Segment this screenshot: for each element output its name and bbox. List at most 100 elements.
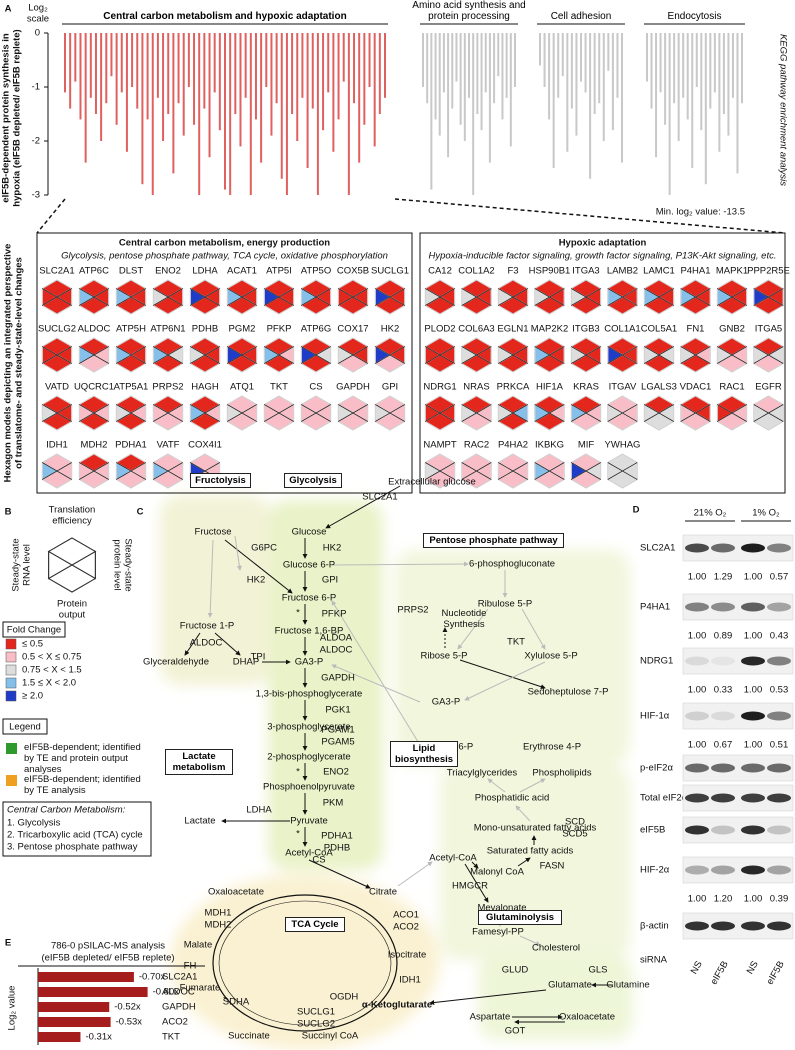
bar (442, 33, 445, 93)
gene-label: ITGB3 (572, 324, 599, 335)
enzyme: MDH1 (205, 908, 232, 919)
enzyme: OGDH (330, 992, 359, 1003)
hexagon-divider (680, 404, 711, 422)
hexagon-divider (571, 288, 601, 306)
lane-label: eIF5B (709, 959, 731, 986)
bar (301, 33, 304, 98)
enzyme: GLS (588, 965, 607, 976)
bar (193, 33, 196, 125)
metabolite: Succinate (228, 1031, 270, 1042)
hexagon-divider (680, 288, 711, 306)
hexagon-divider (534, 404, 565, 422)
bar (120, 33, 123, 93)
value-label: -0.53x (116, 1017, 143, 1028)
enzyme: GOT (505, 1026, 526, 1037)
pathway-arrow (331, 664, 421, 703)
metabolite: Fumarate (180, 983, 221, 994)
scale-label: scale (27, 14, 49, 25)
pathway-arrow (459, 659, 546, 690)
bar (713, 33, 716, 93)
hexagon-segment (71, 550, 96, 580)
legend-label: eIF5B-dependent; identified by TE analys… (24, 774, 141, 796)
metabolite: Xylulose 5-P (524, 651, 577, 662)
inactive-metabolite: Erythrose 4-P (523, 742, 581, 753)
bar (514, 33, 516, 87)
bar (234, 33, 237, 114)
bar (677, 33, 680, 141)
panel-label: A (5, 4, 12, 15)
blot-band (711, 793, 735, 803)
gene-label: PDHB (192, 324, 218, 335)
chart-title: 786-0 pSILAC-MS analysis (51, 941, 165, 952)
gene-label: GPI (382, 382, 398, 393)
hexagon-divider (116, 346, 146, 364)
bar (110, 33, 113, 77)
bar (244, 33, 247, 98)
bar (198, 33, 201, 195)
inactive-metabolite: GA3-P (432, 697, 461, 708)
blot-band (767, 543, 791, 553)
bar (659, 33, 662, 93)
metabolite: Glucose (292, 527, 327, 538)
gene-label: IDH1 (46, 440, 68, 451)
pathway-arrow (519, 778, 546, 793)
enzyme: SUCLG1 (297, 1007, 335, 1018)
bar (239, 33, 242, 147)
hexagon-divider (571, 404, 601, 422)
inactive-metabolite: Ribulose 5-P (478, 599, 532, 610)
gene-label: LDHA (192, 266, 218, 277)
hexagon-segment (48, 550, 73, 580)
gene-label: PRKCA (497, 382, 530, 393)
bar (136, 33, 139, 109)
gene-label: VATF (157, 440, 180, 451)
condition-label: 21% O₂ (694, 508, 727, 519)
legend-header-box (2, 718, 48, 735)
hexagon-divider (375, 346, 405, 364)
hexagon-divider (607, 346, 638, 364)
fructolysis-region (160, 495, 270, 685)
asterisk: * (296, 608, 300, 619)
bar (438, 33, 441, 136)
hexagon-divider (338, 288, 368, 306)
value-label: -0.80x (153, 987, 180, 998)
legend-swatch (5, 638, 17, 650)
bar (218, 33, 221, 131)
group-title: Central carbon metabolism, energy produc… (119, 238, 330, 249)
gene-label: ENO2 (155, 266, 181, 277)
group-box (36, 232, 413, 494)
gene-label: P4HA1 (680, 266, 710, 277)
bar (646, 33, 648, 82)
bar (177, 33, 180, 104)
hexagon-divider (227, 346, 257, 364)
hexagon-divider (461, 462, 492, 480)
bar (275, 33, 278, 104)
metabolite: Mono-unsaturated fatty acids (474, 823, 597, 834)
hexagon-axis-label: of translatome- and steady-state-level c… (14, 257, 25, 469)
hexagon-divider (425, 404, 455, 422)
metabolite: Phosphoenolpyruvate (263, 782, 355, 793)
enzyme: HK2 (323, 543, 341, 554)
hexagon-divider (153, 346, 183, 364)
blot-label: p-eIF2α (640, 763, 673, 774)
enzyme: PRPS2 (397, 605, 428, 616)
quantification: 1.00 (744, 740, 763, 751)
bar (655, 33, 658, 158)
y-axis-label: Log₂ value (7, 986, 18, 1031)
bar (347, 33, 350, 195)
inactive-metabolite: Triacylglycerides (447, 768, 518, 779)
hexagon-divider (644, 346, 674, 364)
gene-label: ITGA3 (572, 266, 599, 277)
blot-band (711, 825, 735, 835)
gene-label: P4HA2 (498, 440, 528, 451)
gene-label: ATP6G (301, 324, 331, 335)
gene-label: PDHA1 (115, 440, 147, 451)
hexagon-divider (644, 404, 674, 422)
blot-band (711, 711, 735, 721)
group-name: Endocytosis (667, 11, 722, 22)
gene-label: PRPS2 (152, 382, 183, 393)
enzyme: HMGCR (452, 881, 488, 892)
metabolite: Fructose 1-P (180, 621, 234, 632)
legend-label: ≥ 2.0 (22, 691, 43, 702)
hexagon-divider (338, 346, 368, 364)
hexagon-divider (190, 288, 220, 306)
